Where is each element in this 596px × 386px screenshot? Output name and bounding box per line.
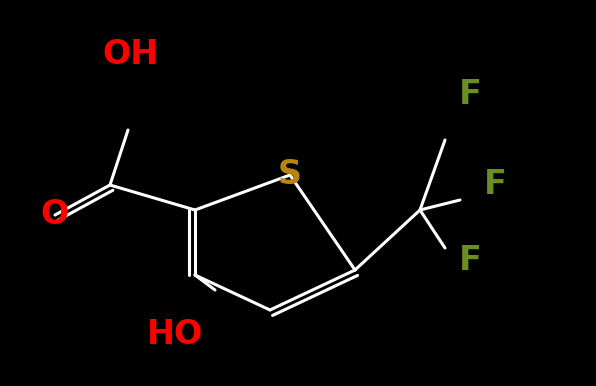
Text: S: S — [278, 159, 302, 191]
Text: F: F — [458, 244, 482, 276]
Text: F: F — [458, 78, 482, 112]
Text: OH: OH — [102, 39, 158, 71]
Text: F: F — [483, 169, 507, 201]
Text: HO: HO — [147, 318, 203, 352]
Text: O: O — [41, 198, 69, 232]
